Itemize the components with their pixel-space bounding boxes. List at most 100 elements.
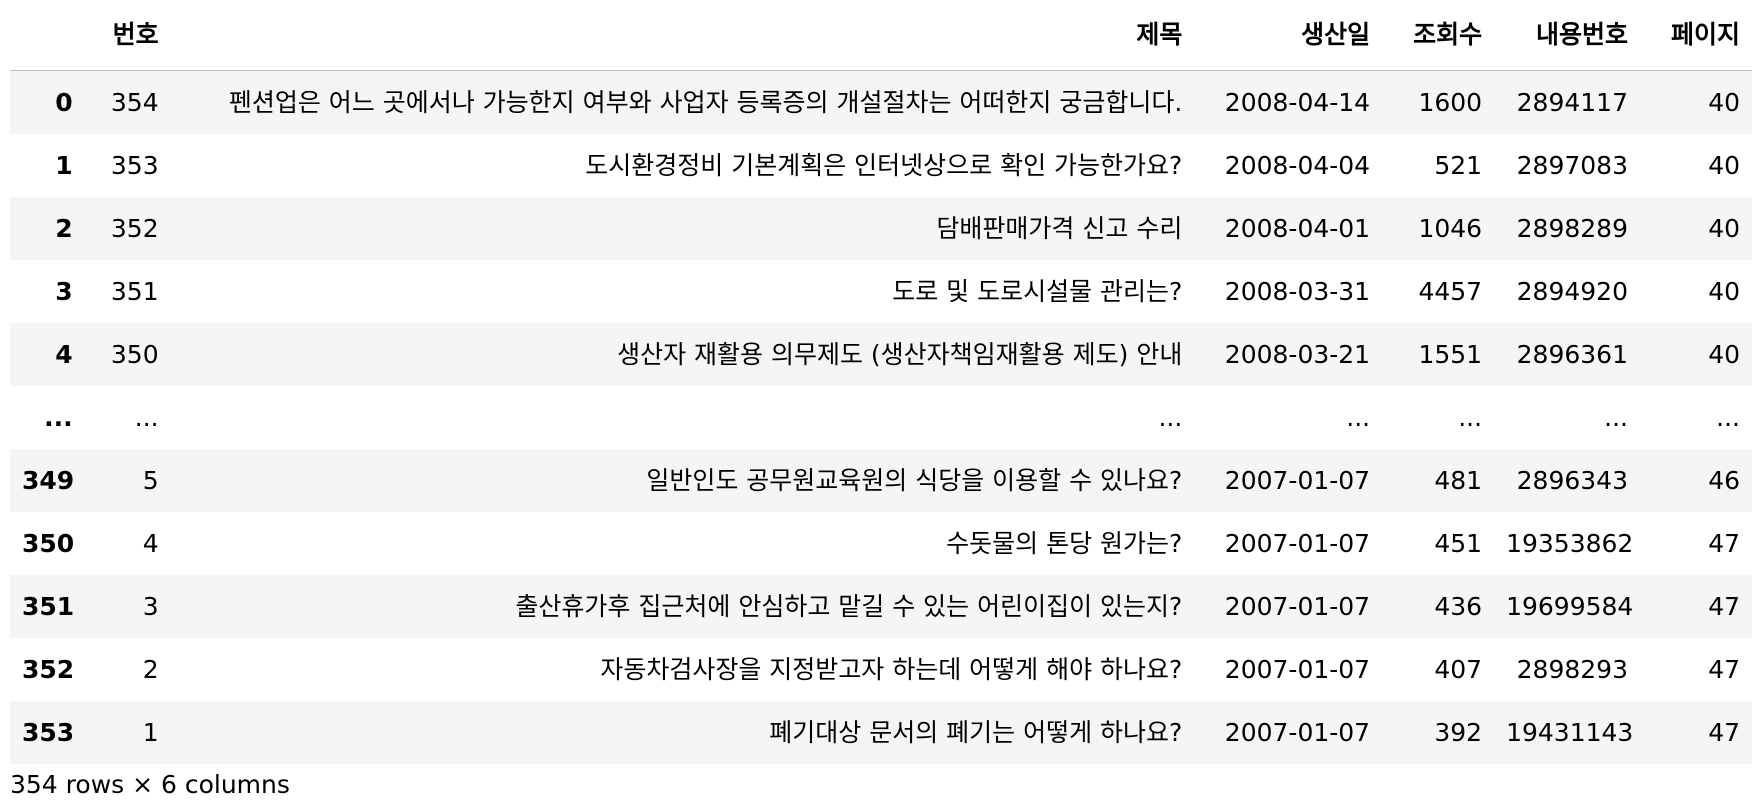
table-row: 1 353 도시환경정비 기본계획은 인터넷상으로 확인 가능한가요? 2008… bbox=[10, 134, 1752, 197]
cell-page: 46 bbox=[1708, 466, 1740, 495]
cell-title: 도시환경정비 기본계획은 인터넷상으로 확인 가능한가요? bbox=[585, 151, 1183, 180]
row-index: 351 bbox=[22, 592, 75, 621]
cell-number: 2 bbox=[142, 655, 159, 684]
cell-content-id: 2897083 bbox=[1516, 151, 1628, 180]
row-index: 1 bbox=[55, 151, 73, 180]
table-row: 351 3 출산휴가후 집근처에 안심하고 맡길 수 있는 어린이집이 있는지?… bbox=[10, 575, 1752, 638]
cell-date: 2007-01-07 bbox=[1224, 592, 1371, 621]
ellipsis-row: ... ... ... ... ... ... ... bbox=[10, 386, 1752, 449]
cell-views: ... bbox=[1458, 403, 1483, 432]
table-row: 353 1 폐기대상 문서의 폐기는 어떻게 하나요? 2007-01-07 3… bbox=[10, 701, 1752, 764]
row-index: 352 bbox=[22, 655, 75, 684]
cell-content-id: 2898293 bbox=[1516, 655, 1628, 684]
cell-views: 1551 bbox=[1418, 340, 1483, 369]
table-row: 0 354 펜션업은 어느 곳에서나 가능한지 여부와 사업자 등록증의 개설절… bbox=[10, 70, 1752, 134]
cell-title: ... bbox=[1158, 403, 1183, 432]
dataframe-shape-label: 354 rows × 6 columns bbox=[10, 770, 290, 799]
cell-page: 40 bbox=[1708, 151, 1740, 180]
cell-number: 351 bbox=[110, 277, 159, 306]
cell-date: 2008-03-31 bbox=[1224, 277, 1371, 306]
cell-date: 2007-01-07 bbox=[1224, 529, 1371, 558]
cell-title: 생산자 재활용 의무제도 (생산자책임재활용 제도) 안내 bbox=[617, 340, 1183, 369]
row-index: 350 bbox=[22, 529, 75, 558]
cell-views: 392 bbox=[1434, 718, 1483, 747]
cell-page: 40 bbox=[1708, 340, 1740, 369]
cell-number: 350 bbox=[110, 340, 159, 369]
cell-page: 47 bbox=[1708, 718, 1740, 747]
index-header bbox=[10, 0, 85, 71]
table-row: 350 4 수돗물의 톤당 원가는? 2007-01-07 451 193538… bbox=[10, 512, 1752, 575]
cell-date: 2008-04-14 bbox=[1224, 88, 1371, 117]
column-header-views: 조회수 bbox=[1382, 0, 1495, 71]
row-index: 353 bbox=[22, 718, 75, 747]
table-row: 3 351 도로 및 도로시설물 관리는? 2008-03-31 4457 28… bbox=[10, 260, 1752, 323]
cell-title: 출산휴가후 집근처에 안심하고 맡길 수 있는 어린이집이 있는지? bbox=[515, 592, 1183, 621]
cell-page: 40 bbox=[1708, 214, 1740, 243]
cell-page: 47 bbox=[1708, 655, 1740, 684]
cell-page: 40 bbox=[1708, 277, 1740, 306]
cell-date: 2008-04-01 bbox=[1224, 214, 1371, 243]
cell-page: 47 bbox=[1708, 529, 1740, 558]
dataframe-table: 번호 제목 생산일 조회수 내용번호 페이지 0 354 펜션업은 어느 곳에서… bbox=[10, 0, 1752, 764]
cell-title: 일반인도 공무원교육원의 식당을 이용할 수 있나요? bbox=[646, 466, 1183, 495]
row-index: 4 bbox=[55, 340, 73, 369]
row-index: ... bbox=[44, 403, 73, 432]
table-row: 349 5 일반인도 공무원교육원의 식당을 이용할 수 있나요? 2007-0… bbox=[10, 449, 1752, 512]
cell-date: 2008-03-21 bbox=[1224, 340, 1371, 369]
dataframe-output: 번호 제목 생산일 조회수 내용번호 페이지 0 354 펜션업은 어느 곳에서… bbox=[10, 0, 1752, 764]
header-row: 번호 제목 생산일 조회수 내용번호 페이지 bbox=[10, 0, 1752, 71]
cell-number: 5 bbox=[142, 466, 159, 495]
cell-number: 3 bbox=[142, 592, 159, 621]
cell-page: 47 bbox=[1708, 592, 1740, 621]
cell-title: 수돗물의 톤당 원가는? bbox=[946, 529, 1183, 558]
row-index: 0 bbox=[55, 88, 73, 117]
cell-number: 352 bbox=[110, 214, 159, 243]
cell-page: ... bbox=[1716, 403, 1740, 432]
cell-title: 폐기대상 문서의 폐기는 어떻게 하나요? bbox=[769, 718, 1183, 747]
cell-page: 40 bbox=[1708, 88, 1740, 117]
cell-date: 2007-01-07 bbox=[1224, 466, 1371, 495]
cell-content-id: 19699584 bbox=[1506, 592, 1634, 621]
cell-views: 407 bbox=[1434, 655, 1483, 684]
column-header-content-id: 내용번호 bbox=[1494, 0, 1640, 71]
table-row: 4 350 생산자 재활용 의무제도 (생산자책임재활용 제도) 안내 2008… bbox=[10, 323, 1752, 386]
cell-content-id: 2898289 bbox=[1516, 214, 1628, 243]
cell-content-id: 19431143 bbox=[1506, 718, 1634, 747]
cell-title: 담배판매가격 신고 수리 bbox=[936, 214, 1183, 243]
cell-number: 353 bbox=[110, 151, 159, 180]
cell-views: 451 bbox=[1434, 529, 1483, 558]
cell-number: 354 bbox=[110, 88, 159, 117]
cell-date: 2007-01-07 bbox=[1224, 718, 1371, 747]
cell-content-id: 2896361 bbox=[1516, 340, 1628, 369]
row-index: 349 bbox=[22, 466, 75, 495]
cell-views: 481 bbox=[1434, 466, 1483, 495]
cell-content-id: 19353862 bbox=[1506, 529, 1634, 558]
cell-number: ... bbox=[134, 403, 159, 432]
cell-number: 4 bbox=[142, 529, 159, 558]
table-row: 352 2 자동차검사장을 지정받고자 하는데 어떻게 해야 하나요? 2007… bbox=[10, 638, 1752, 701]
cell-date: 2008-04-04 bbox=[1224, 151, 1371, 180]
cell-date: ... bbox=[1346, 403, 1371, 432]
column-header-title: 제목 bbox=[170, 0, 1195, 71]
table-row: 2 352 담배판매가격 신고 수리 2008-04-01 1046 28982… bbox=[10, 197, 1752, 260]
cell-date: 2007-01-07 bbox=[1224, 655, 1371, 684]
cell-content-id: 2894920 bbox=[1516, 277, 1628, 306]
cell-views: 4457 bbox=[1418, 277, 1483, 306]
cell-title: 도로 및 도로시설물 관리는? bbox=[892, 277, 1183, 306]
cell-views: 521 bbox=[1434, 151, 1483, 180]
column-header-page: 페이지 bbox=[1639, 0, 1752, 71]
row-index: 2 bbox=[55, 214, 73, 243]
cell-title: 펜션업은 어느 곳에서나 가능한지 여부와 사업자 등록증의 개설절차는 어떠한… bbox=[228, 88, 1183, 117]
table-header: 번호 제목 생산일 조회수 내용번호 페이지 bbox=[10, 0, 1752, 71]
column-header-number: 번호 bbox=[84, 0, 171, 71]
table-body: 0 354 펜션업은 어느 곳에서나 가능한지 여부와 사업자 등록증의 개설절… bbox=[10, 70, 1752, 764]
row-index: 3 bbox=[55, 277, 73, 306]
cell-views: 436 bbox=[1434, 592, 1483, 621]
cell-content-id: 2896343 bbox=[1516, 466, 1628, 495]
cell-views: 1600 bbox=[1418, 88, 1483, 117]
cell-number: 1 bbox=[142, 718, 159, 747]
cell-views: 1046 bbox=[1418, 214, 1483, 243]
cell-content-id: ... bbox=[1604, 403, 1628, 432]
column-header-date: 생산일 bbox=[1194, 0, 1383, 71]
cell-content-id: 2894117 bbox=[1516, 88, 1628, 117]
